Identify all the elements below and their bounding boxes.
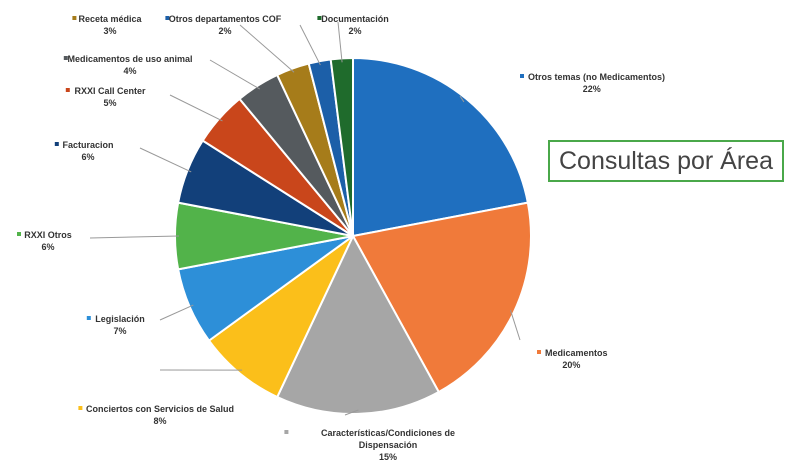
slice-percent-label: 20% [562, 360, 580, 370]
slice-percent-label: 6% [41, 242, 54, 252]
slice-name-label: Otros temas (no Medicamentos) [528, 72, 665, 82]
slice-percent-label: 2% [218, 26, 231, 36]
slice-name-label: Documentación [321, 14, 389, 24]
leader-line [338, 22, 342, 62]
slice-name-label: RXXI Otros [24, 230, 72, 240]
legend-marker [17, 232, 21, 236]
leader-line [140, 148, 191, 172]
slice-name-label: Características/Condiciones de Dispensaci… [321, 428, 455, 450]
slice-name-label: RXXI Call Center [74, 86, 146, 96]
slice-name-label: Receta médica [78, 14, 142, 24]
leader-line [170, 95, 222, 121]
slice-name-label: Facturacion [62, 140, 113, 150]
leader-line [240, 25, 294, 72]
legend-marker [87, 316, 91, 320]
slice-percent-label: 7% [113, 326, 126, 336]
leader-line [90, 236, 179, 238]
legend-marker [55, 142, 59, 146]
slice-name-label: Otros departamentos COF [169, 14, 282, 24]
slice-percent-label: 15% [379, 452, 397, 462]
slice-percent-label: 4% [123, 66, 136, 76]
slice-percent-label: 6% [81, 152, 94, 162]
leader-line [300, 25, 320, 65]
leader-line [160, 305, 193, 320]
chart-title: Consultas por Área [548, 140, 784, 182]
slice-name-label: Conciertos con Servicios de Salud [86, 404, 234, 414]
leader-line [210, 60, 260, 89]
legend-marker [72, 16, 76, 20]
slice-percent-label: 3% [103, 26, 116, 36]
slice-name-label: Legislación [95, 314, 145, 324]
legend-marker [537, 350, 541, 354]
slice-name-label: Medicamentos de uso animal [67, 54, 192, 64]
slice-percent-label: 5% [103, 98, 116, 108]
legend-marker [284, 430, 288, 434]
slice-percent-label: 22% [583, 84, 601, 94]
legend-marker [66, 88, 70, 92]
leader-line [510, 310, 520, 340]
slice-percent-label: 8% [153, 416, 166, 426]
slice-name-label: Medicamentos [545, 348, 608, 358]
legend-marker [520, 74, 524, 78]
slice-percent-label: 2% [348, 26, 361, 36]
legend-marker [78, 406, 82, 410]
